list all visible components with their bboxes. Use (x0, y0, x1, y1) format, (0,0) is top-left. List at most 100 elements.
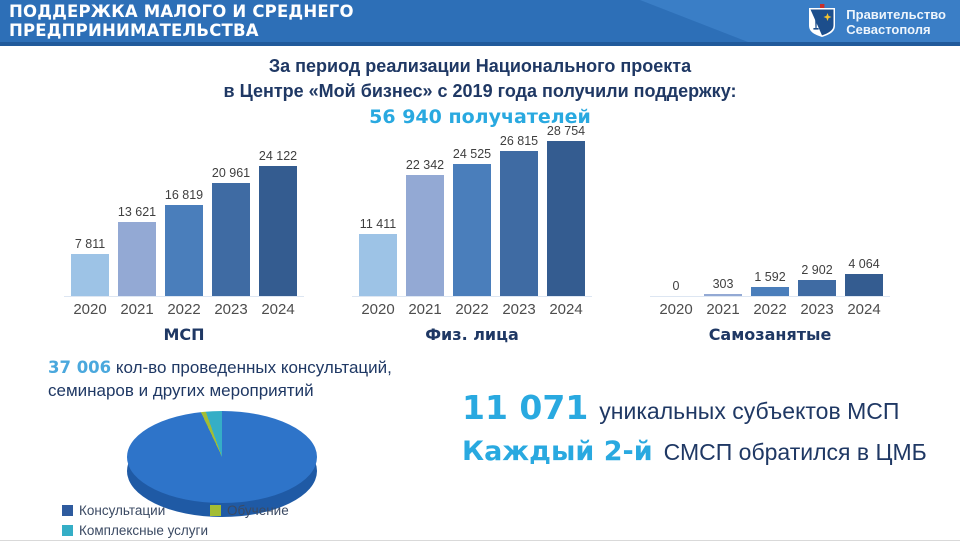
fact1-text: уникальных субъектов МСП (599, 398, 900, 424)
bar-value-label: 11 411 (359, 217, 397, 231)
bar-value-label: 28 754 (546, 124, 586, 138)
bar-value-label: 24 122 (258, 149, 298, 163)
bar-value-label: 303 (712, 277, 734, 291)
consultations-text-line2: семинаров и других мероприятий (48, 381, 314, 400)
chart-title: Самозанятые (708, 325, 832, 344)
page-title: ПОДДЕРЖКА МАЛОГО И СРЕДНЕГО ПРЕДПРИНИМАТЕ… (9, 2, 479, 40)
bar-column: 303 (704, 277, 742, 296)
bar-value-label: 13 621 (117, 205, 157, 219)
bar-column: 26 815 (500, 134, 538, 296)
government-brand: Правительство Севастополя (807, 4, 946, 39)
year-label: 2021 (120, 301, 154, 318)
year-label: 2021 (706, 301, 740, 318)
intro-highlight-number: 56 940 получателей (369, 106, 591, 128)
bar-value-label: 7 811 (74, 237, 106, 251)
pie-legend: Консультации Обучение Комплексные услуги (62, 503, 392, 538)
bar-column: 7 811 (71, 237, 109, 296)
legend-label: Консультации (79, 503, 166, 518)
years-row: 2020 2021 2022 2023 2024 (352, 297, 592, 318)
year-label: 2020 (73, 301, 107, 318)
intro-line1: За период реализации Национального проек… (268, 56, 692, 76)
page-title-line1: ПОДДЕРЖКА МАЛОГО И СРЕДНЕГО (9, 2, 354, 21)
year-label: 2022 (753, 301, 787, 318)
year-label: 2023 (502, 301, 536, 318)
legend-swatch-icon (210, 505, 221, 516)
bar (118, 222, 156, 296)
pie-surface (127, 411, 317, 503)
bar-column: 24 525 (453, 147, 491, 296)
bar (212, 183, 250, 296)
government-name: Правительство Севастополя (846, 7, 946, 37)
government-name-line2: Севастополя (846, 21, 931, 37)
chart-title: МСП (163, 325, 205, 344)
year-label: 2024 (847, 301, 881, 318)
bar-chart-fiz-lica: 11 411 22 342 24 525 26 815 28 754 2020 2021 2… (352, 121, 592, 344)
bar-value-label: 20 961 (211, 166, 251, 180)
bar-value-label: 26 815 (499, 134, 539, 148)
bar (259, 166, 297, 296)
bar-column: 4 064 (845, 257, 883, 296)
fact2-number: Каждый 2-й (462, 436, 653, 467)
year-label: 2023 (800, 301, 834, 318)
bar-value-label: 4 064 (848, 257, 880, 271)
consultations-text-line1: кол-во проведенных консультаций, (111, 358, 392, 377)
header-bar: ПОДДЕРЖКА МАЛОГО И СРЕДНЕГО ПРЕДПРИНИМАТЕ… (0, 0, 960, 46)
bar-chart-samozanyatye: 0 303 1 592 2 902 4 064 2020 2021 2022 2023 2024… (650, 121, 890, 344)
bar-value-label: 1 592 (754, 270, 786, 284)
sevastopol-emblem-logo (809, 4, 836, 37)
year-label: 2024 (261, 301, 295, 318)
legend-item: Консультации (62, 503, 210, 518)
consultations-number: 37 006 (48, 358, 112, 377)
bar (453, 164, 491, 296)
year-label: 2021 (408, 301, 442, 318)
government-name-line1: Правительство (846, 6, 946, 22)
bar-column: 0 (657, 279, 695, 296)
legend-label: Комплексные услуги (79, 523, 209, 538)
legend-label: Обучение (227, 503, 289, 518)
year-label: 2024 (549, 301, 583, 318)
year-label: 2020 (361, 301, 395, 318)
bar-column: 13 621 (118, 205, 156, 296)
bars-area: 11 411 22 342 24 525 26 815 28 754 (352, 121, 592, 297)
legend-item: Комплексные услуги (62, 523, 210, 538)
legend-swatch-icon (62, 505, 73, 516)
year-label: 2023 (214, 301, 248, 318)
consultations-caption: 37 006 кол-во проведенных консультаций, … (48, 356, 488, 402)
bar-value-label: 16 819 (164, 188, 204, 202)
intro-line2: в Центре «Мой бизнес» с 2019 года получи… (223, 81, 737, 101)
fact1-number: 11 071 (462, 388, 589, 427)
year-label: 2022 (455, 301, 489, 318)
page-title-line2: ПРЕДПРИНИМАТЕЛЬСТВА (9, 21, 259, 40)
bar (165, 205, 203, 296)
bar (71, 254, 109, 296)
bars-area: 0 303 1 592 2 902 4 064 (650, 121, 890, 297)
fact-unique-subjects: 11 071 уникальных субъектов МСП (462, 388, 957, 427)
bar (500, 151, 538, 296)
bar-column: 11 411 (359, 217, 397, 296)
legend-swatch-icon (62, 525, 73, 536)
years-row: 2020 2021 2022 2023 2024 (650, 297, 890, 318)
bar-value-label: 24 525 (452, 147, 492, 161)
bar-value-label: 0 (672, 279, 680, 293)
bar-value-label: 2 902 (801, 263, 833, 277)
bar-column: 2 902 (798, 263, 836, 296)
bar (845, 274, 883, 296)
legend-item: Обучение (210, 503, 392, 518)
slide-bottom-border (0, 540, 960, 541)
bars-area: 7 811 13 621 16 819 20 961 24 122 (64, 121, 304, 297)
fact2-text: СМСП обратился в ЦМБ (663, 439, 927, 465)
bar-column: 22 342 (406, 158, 444, 296)
bar (704, 294, 742, 296)
facts-block: 11 071 уникальных субъектов МСП Каждый 2… (462, 388, 957, 467)
bar (406, 175, 444, 296)
bar-column: 20 961 (212, 166, 250, 296)
bar (751, 287, 789, 296)
bar-column: 16 819 (165, 188, 203, 296)
bar-column: 1 592 (751, 270, 789, 296)
year-label: 2020 (659, 301, 693, 318)
bar (798, 280, 836, 296)
bar-column: 24 122 (259, 149, 297, 296)
chart-title: Физ. лица (425, 325, 519, 344)
bar (547, 141, 585, 296)
